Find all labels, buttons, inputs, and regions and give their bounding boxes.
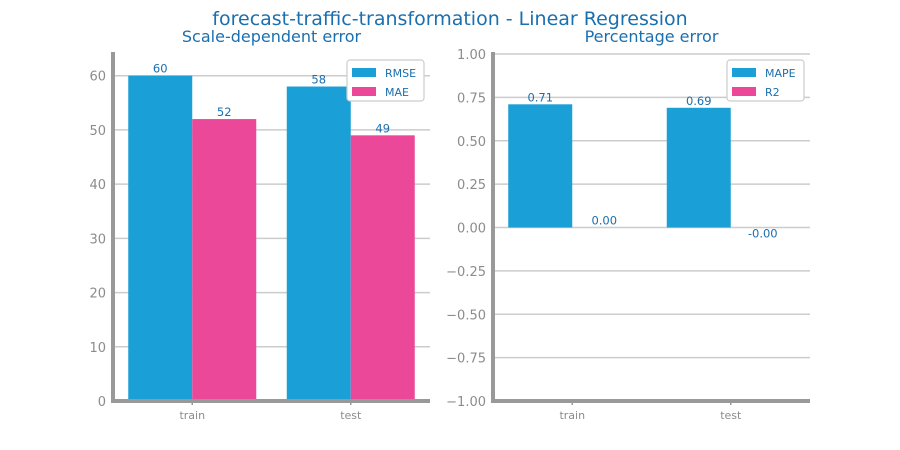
- y-tick-label: −0.25: [446, 265, 486, 280]
- legend-label-mape: MAPE: [765, 67, 796, 80]
- data-label: 0.69: [686, 94, 712, 108]
- y-tick-label: 10: [89, 341, 106, 356]
- data-label: 0.00: [591, 214, 617, 228]
- y-tick-label: −0.75: [446, 352, 486, 367]
- chart-percentage-error: Percentage error 1.00 0.75 0.50 0.25 0.00 −0.2…: [446, 27, 810, 422]
- bar-rmse-train: [128, 75, 193, 401]
- y-tick-label: 0: [98, 395, 106, 410]
- x-tick-label: train: [179, 409, 205, 422]
- legend: RMSE MAE: [346, 59, 425, 102]
- figure-title: forecast-traffic-transformation - Linear…: [212, 8, 687, 30]
- legend-swatch-mae: [352, 87, 376, 96]
- y-tick-label: 50: [89, 124, 106, 139]
- y-tick-label: 0.50: [457, 135, 486, 150]
- y-tick-label: 30: [89, 232, 106, 247]
- data-label: 0.71: [527, 90, 553, 104]
- chart-title: Percentage error: [585, 27, 719, 46]
- legend-label-mae: MAE: [385, 86, 409, 99]
- y-tick-label: 0.25: [457, 178, 486, 193]
- y-tick-label: 40: [89, 178, 106, 193]
- bar-mae-test: [350, 135, 415, 401]
- bar-mape-train: [508, 104, 573, 228]
- data-label: 58: [311, 73, 326, 87]
- x-tick-label: test: [720, 409, 742, 422]
- y-tick-label: 20: [89, 287, 106, 302]
- y-tick-label: −0.50: [446, 308, 486, 323]
- data-label: 49: [375, 121, 390, 135]
- bar-mae-train: [192, 119, 257, 401]
- chart-title: Scale-dependent error: [182, 27, 362, 46]
- data-label: 60: [153, 62, 168, 76]
- y-tick-label: −1.00: [446, 395, 486, 410]
- x-tick-label: train: [559, 409, 585, 422]
- chart-scale-dependent-error: Scale-dependent error 0 10 20 30 40 50 60 60 52 tr…: [89, 27, 430, 422]
- data-label: 52: [217, 105, 232, 119]
- y-tick-label: 60: [89, 70, 106, 85]
- legend-swatch-rmse: [352, 68, 376, 77]
- legend-swatch-mape: [732, 68, 756, 77]
- y-tick-label: 0.00: [457, 222, 486, 237]
- bar-rmse-test: [286, 86, 351, 401]
- legend-swatch-r2: [732, 87, 756, 96]
- y-tick-label: 0.75: [457, 91, 486, 106]
- legend: MAPE R2: [726, 59, 805, 102]
- data-label: -0.00: [748, 227, 778, 241]
- legend-label-r2: R2: [765, 86, 780, 99]
- y-tick-label: 1.00: [457, 48, 486, 63]
- legend-label-rmse: RMSE: [385, 67, 416, 80]
- bar-mape-test: [666, 107, 731, 228]
- x-tick-label: test: [340, 409, 362, 422]
